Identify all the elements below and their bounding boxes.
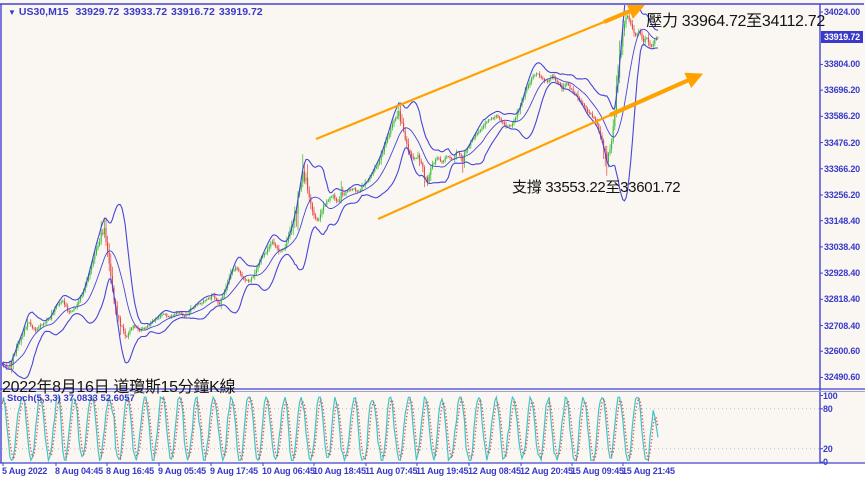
caption-annotation: 2022年8月16日 道瓊斯15分鐘K線 bbox=[2, 379, 236, 396]
ohlc-low: 33916.72 bbox=[171, 6, 215, 18]
stoch-indicator-label: Stoch(5,3,3) 37.0833 52.6057 bbox=[7, 393, 135, 404]
symbol-dropdown-icon[interactable]: ▼ bbox=[8, 8, 16, 17]
support-annotation[interactable]: 支撐 33553.22至33601.72 bbox=[512, 179, 681, 196]
resistance-annotation[interactable]: 壓力 33964.72至34112.72 bbox=[646, 13, 825, 30]
ohlc-high: 33933.72 bbox=[123, 6, 168, 18]
chart-title: ▼ US30,M15 33929.72 33933.72 33916.72 33919.… bbox=[8, 6, 267, 18]
symbol-timeframe: US30,M15 bbox=[18, 6, 69, 18]
ohlc-close: 33919.72 bbox=[218, 6, 263, 18]
ohlc-open: 33929.72 bbox=[75, 6, 120, 18]
current-price-tag: 33919.72 bbox=[821, 30, 863, 43]
